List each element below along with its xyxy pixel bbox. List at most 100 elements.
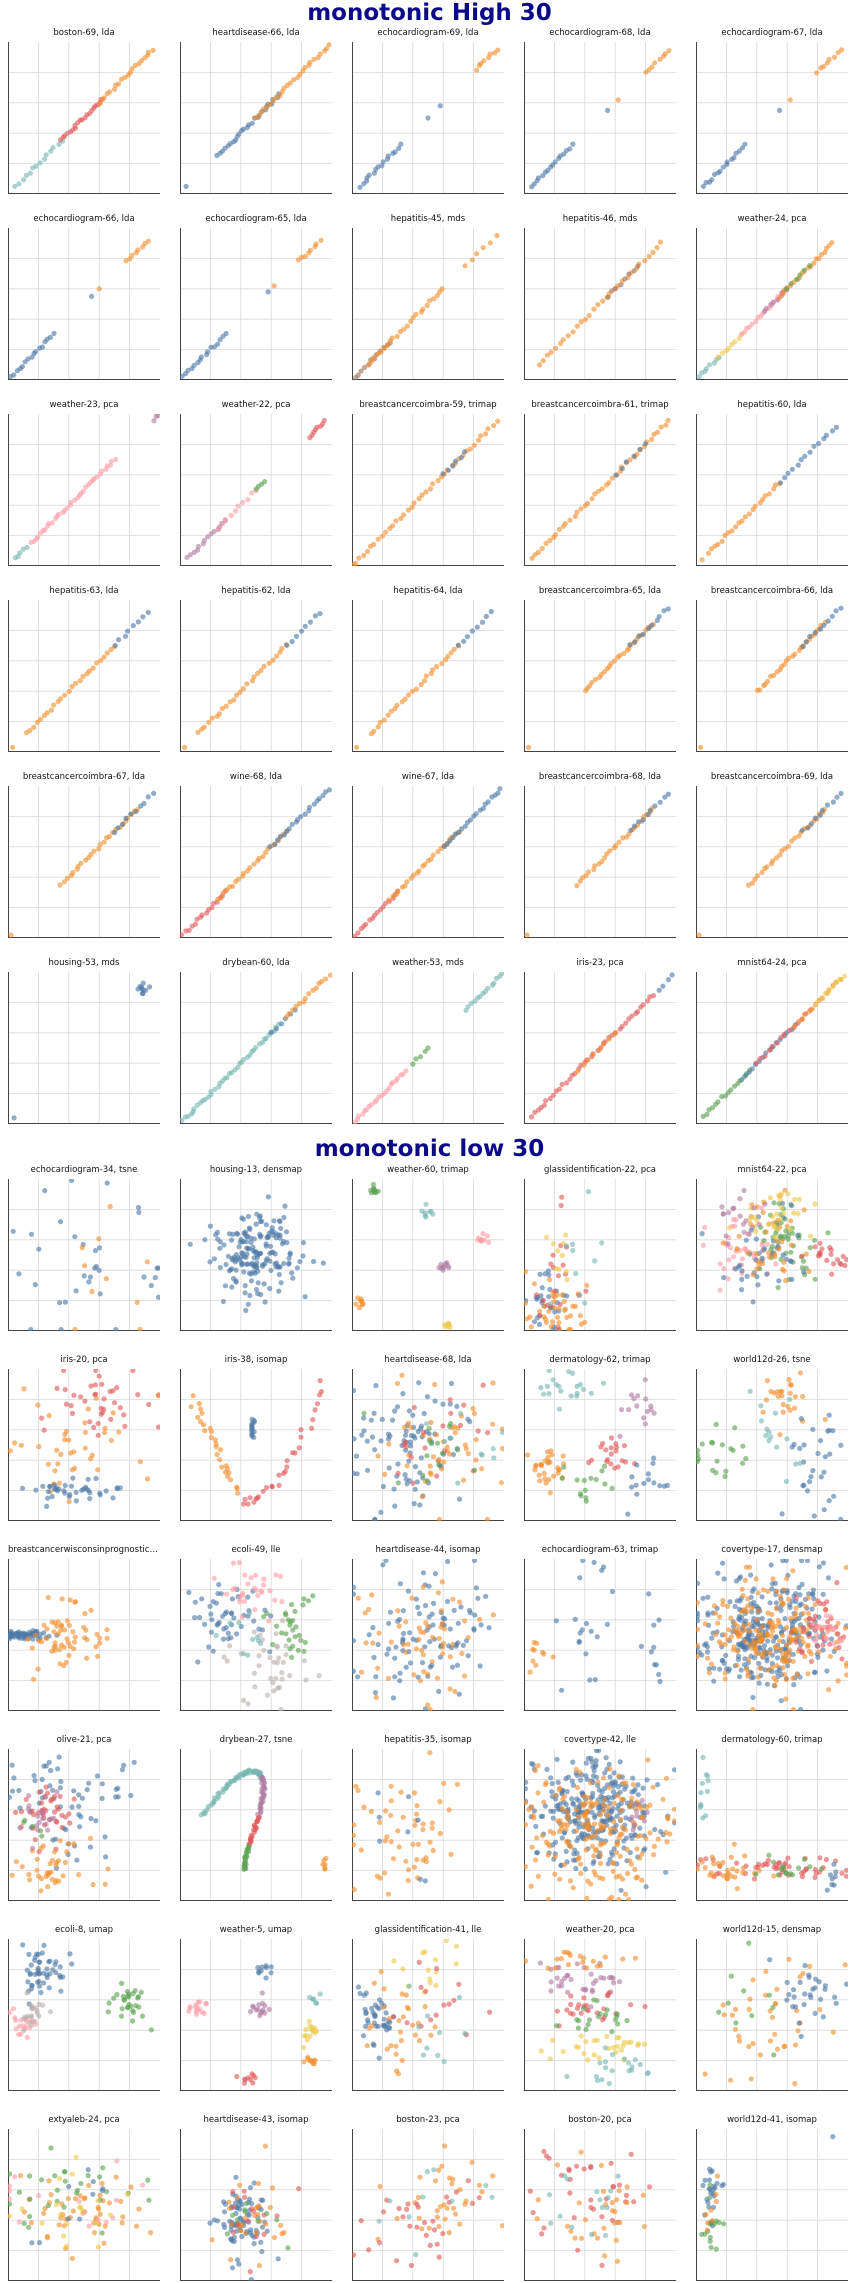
data-point (120, 1767, 125, 1772)
data-point (274, 1026, 279, 1031)
scatter-plot-area (352, 414, 504, 566)
data-point (831, 1261, 836, 1266)
data-point (793, 1461, 798, 1466)
data-point (743, 1578, 748, 1583)
scatter-plot-area (696, 972, 848, 1124)
data-point (88, 1274, 93, 1279)
data-point (485, 1430, 490, 1435)
data-point (17, 550, 22, 555)
scatter-plot-area (352, 786, 504, 938)
data-point (814, 1632, 819, 1637)
data-point (573, 1271, 578, 1276)
data-point (792, 1024, 797, 1029)
data-point (229, 513, 234, 518)
data-point (823, 1607, 828, 1612)
data-point (411, 1672, 416, 1677)
data-point (783, 1278, 788, 1283)
data-point (266, 1194, 271, 1199)
data-point (57, 1300, 62, 1305)
data-point (558, 1389, 563, 1394)
data-point (760, 1624, 765, 1629)
data-point (386, 1441, 391, 1446)
data-point (721, 1266, 726, 1271)
data-point (404, 1665, 409, 1670)
data-point (35, 1814, 40, 1819)
panel-title: dermatology-62, trimap (524, 1353, 676, 1367)
data-point (229, 1611, 234, 1616)
scatter-plot-area (696, 228, 848, 380)
data-point (824, 433, 829, 438)
data-point (810, 1592, 815, 1597)
data-point (807, 450, 812, 455)
data-point (405, 1829, 410, 1834)
data-point (199, 1411, 204, 1416)
data-point (733, 1266, 738, 1271)
data-point (98, 1291, 103, 1296)
data-point (839, 1656, 844, 1661)
data-point (825, 1619, 830, 1624)
panel-title: ecoli-49, lle (180, 1543, 332, 1557)
data-point (806, 1643, 811, 1648)
data-point (255, 1496, 260, 1501)
data-point (467, 1608, 472, 1613)
data-point (828, 1252, 833, 1257)
data-point (314, 986, 319, 991)
data-point (328, 973, 332, 978)
data-point (267, 1286, 272, 1291)
data-point (461, 1403, 466, 1408)
data-point (34, 164, 39, 169)
data-point (277, 1272, 282, 1277)
data-point (414, 1597, 419, 1602)
data-point (731, 1217, 736, 1222)
data-point (436, 1590, 441, 1595)
scatter-plot-area (696, 1749, 848, 1901)
data-point (11, 1229, 16, 1234)
data-point (395, 1828, 400, 1833)
data-point (666, 606, 671, 611)
data-point (585, 1879, 590, 1884)
data-point (201, 1422, 206, 1427)
data-point (447, 1424, 452, 1429)
data-point (136, 1210, 141, 1215)
panel-title: breastcancercoimbra-69, lda (696, 770, 848, 784)
data-point (226, 1631, 231, 1636)
data-point (620, 1877, 625, 1882)
data-point (550, 1319, 555, 1324)
data-point (722, 1576, 727, 1581)
data-point (406, 1794, 411, 1799)
data-point (486, 799, 491, 804)
data-point (369, 1809, 374, 1814)
data-point (116, 81, 121, 86)
data-point (441, 1781, 446, 1786)
data-point (267, 844, 272, 849)
data-point (452, 1689, 457, 1694)
data-point (730, 1206, 735, 1211)
data-point (544, 1780, 549, 1785)
data-point (45, 1496, 50, 1501)
data-point (85, 1787, 90, 1792)
data-point (761, 1410, 766, 1415)
data-point (236, 504, 241, 509)
data-point (241, 1239, 246, 1244)
data-point (207, 1604, 212, 1609)
data-point (373, 1190, 378, 1195)
data-point (614, 1842, 619, 1847)
data-point (457, 1692, 462, 1697)
data-point (622, 276, 627, 281)
data-point (814, 70, 819, 75)
data-point (132, 1760, 137, 1765)
data-point (626, 272, 631, 277)
data-point (47, 1413, 52, 1418)
data-point (266, 289, 271, 294)
data-point (404, 1444, 409, 1449)
data-point (309, 1426, 314, 1431)
data-point (801, 1626, 806, 1631)
data-point (365, 549, 370, 554)
data-point (83, 1430, 88, 1435)
data-point (218, 1447, 223, 1452)
data-point (789, 1259, 794, 1264)
data-point (639, 1806, 644, 1811)
data-point (778, 1647, 783, 1652)
data-point (714, 1422, 719, 1427)
data-point (792, 1406, 797, 1411)
